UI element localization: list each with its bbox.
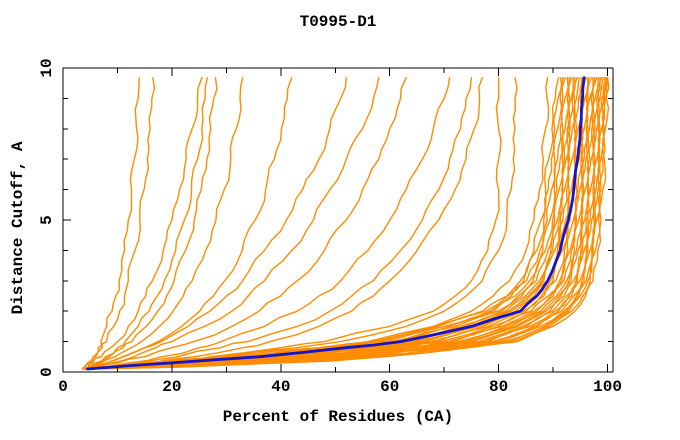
- model-curve: [84, 77, 218, 370]
- model-curve: [81, 77, 140, 370]
- y-tick-label: 10: [38, 58, 56, 77]
- model-curve: [87, 77, 584, 370]
- x-tick-label: 40: [271, 378, 290, 396]
- plot-title: T0995-D1: [300, 13, 377, 31]
- x-tick-label: 20: [162, 378, 181, 396]
- model-curve: [83, 77, 208, 370]
- model-curve: [89, 77, 483, 370]
- x-tick-label: 0: [58, 378, 68, 396]
- model-curve: [86, 77, 407, 370]
- model-curves-group: [81, 76, 610, 371]
- model-curve: [84, 77, 347, 370]
- model-curve: [84, 77, 599, 370]
- x-axis-label: Percent of Residues (CA): [223, 408, 453, 426]
- model-curve: [90, 77, 518, 370]
- model-curve: [86, 77, 596, 370]
- tick-labels-group: 0 20 40 60 80 100 0 5 10: [38, 58, 622, 396]
- model-curve: [85, 77, 380, 370]
- model-curve: [88, 77, 473, 370]
- model-curve: [87, 77, 451, 370]
- model-curve: [81, 77, 156, 370]
- x-tick-label: 80: [489, 378, 508, 396]
- model-curve: [88, 77, 609, 370]
- y-tick-label: 0: [38, 367, 56, 377]
- axis-ticks-group: [62, 67, 613, 373]
- x-tick-label: 100: [593, 378, 622, 396]
- model-curve: [86, 77, 590, 370]
- model-curve: [89, 77, 502, 370]
- y-axis-label: Distance Cutoff, A: [9, 141, 27, 314]
- highlight-curve: [86, 76, 586, 371]
- y-tick-label: 5: [38, 215, 56, 225]
- model-curve: [89, 77, 610, 370]
- model-curve: [84, 77, 244, 370]
- model-curve: [83, 77, 203, 370]
- x-tick-label: 60: [380, 378, 399, 396]
